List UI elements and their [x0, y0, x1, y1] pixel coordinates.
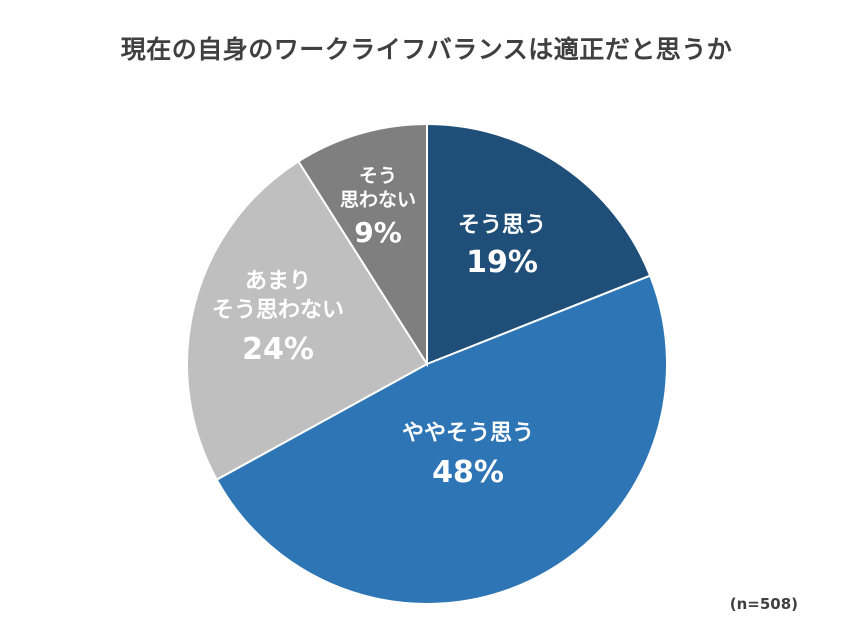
- slice-percent: 24%: [242, 332, 314, 367]
- slice-label-text: 思わない: [340, 189, 416, 211]
- slice-label-text: あまり: [245, 269, 311, 294]
- slice-label-2: ややそう思う 48%: [402, 421, 534, 490]
- slice-label-text: そう思わない: [212, 298, 344, 323]
- pie-slice-3: [186, 159, 429, 481]
- slice-percent: 19%: [466, 245, 538, 280]
- slice-label-1: そう思う 19%: [458, 213, 546, 280]
- pie-slice-1: [426, 122, 652, 366]
- chart-title: 現在の自身のワークライフバランスは適正だと思うか: [120, 35, 733, 64]
- slice-percent: 9%: [354, 216, 402, 249]
- slice-label-text: そう思う: [458, 213, 546, 238]
- slice-label-text: ややそう思う: [402, 421, 534, 446]
- slice-percent: 48%: [432, 455, 504, 490]
- pie-slice-4: [297, 122, 428, 368]
- sample-size-note: (n=508): [729, 595, 798, 613]
- slice-label-4: そう思わない 9%: [340, 165, 416, 249]
- pie-slices: [186, 122, 668, 605]
- slice-label-text: そう: [359, 165, 397, 187]
- pie-slice-2: [215, 274, 668, 605]
